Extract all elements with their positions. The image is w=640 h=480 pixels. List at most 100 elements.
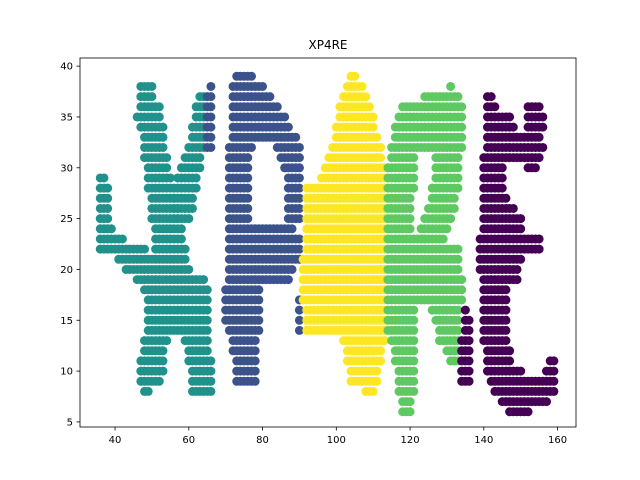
data-point [162,153,172,163]
data-point [446,214,456,224]
data-point [457,285,467,295]
data-point [446,81,456,91]
data-point [530,163,540,173]
data-point [140,244,150,254]
data-point [368,386,378,396]
data-point [368,122,378,132]
data-point [438,234,448,244]
data-point [243,214,253,224]
data-point [457,122,467,132]
data-point [453,305,463,315]
data-point [191,183,201,193]
data-point [294,234,304,244]
axes: 40 60 80 100 120 140 160 5 10 15 20 25 30 35 40 [60,57,577,446]
data-point [158,122,168,132]
data-point [372,366,382,376]
data-point [283,122,293,132]
data-point [453,254,463,264]
data-point [187,203,197,213]
data-point [464,336,474,346]
data-point [486,92,496,102]
data-point [184,264,194,274]
data-point [246,142,256,152]
data-point [243,193,253,203]
data-point [372,376,382,386]
data-point [508,203,518,213]
series-4 [457,92,559,417]
data-point [243,183,253,193]
data-point [542,397,551,407]
data-point [368,112,378,122]
y-tick-label: 35 [60,112,73,123]
data-point [191,173,201,183]
data-point [549,386,559,396]
data-point [250,366,260,376]
data-point [538,142,548,152]
y-tick-label: 15 [60,316,73,327]
data-point [103,183,113,193]
data-point [460,305,470,315]
data-point [206,81,216,91]
data-point [243,203,253,213]
data-point [464,356,474,366]
data-point [538,112,548,122]
data-point [254,295,264,305]
data-point [206,102,216,112]
x-tick-label: 140 [474,435,493,446]
data-point [154,102,164,112]
data-point [206,92,216,102]
data-point [534,132,544,142]
plot-frame [79,57,577,428]
data-point [258,81,268,91]
data-point [250,376,260,386]
x-tick-label: 40 [109,435,122,446]
data-point [294,244,304,254]
data-point [243,173,253,183]
data-point [250,346,260,356]
data-point [350,71,360,81]
data-point [294,183,304,193]
data-point [291,132,301,142]
data-point [206,366,216,376]
data-point [409,325,419,335]
data-point [158,142,168,152]
data-point [538,122,548,132]
data-point [501,305,511,315]
data-point [516,254,526,264]
data-point [464,376,474,386]
data-point [501,295,511,305]
data-point [143,386,153,396]
data-point [246,71,256,81]
data-point [534,102,544,112]
data-point [250,336,260,346]
data-point [202,346,212,356]
data-point [199,275,209,285]
data-point [453,173,463,183]
data-point [294,142,304,152]
data-point [453,325,463,335]
data-point [99,173,109,183]
data-point [457,275,467,285]
data-point [405,203,415,213]
data-point [379,336,389,346]
data-point [294,203,304,213]
data-point [409,305,419,315]
data-point [501,315,511,325]
data-point [376,346,386,356]
data-point [106,224,116,234]
data-point [453,264,463,274]
data-point [280,112,290,122]
data-point [180,254,190,264]
data-point [254,315,264,325]
data-point [405,407,415,417]
data-point [294,315,304,325]
data-point [195,153,205,163]
data-point [294,153,304,163]
data-point [409,173,419,183]
x-tick-label: 120 [401,435,420,446]
data-point [176,234,186,244]
data-point [206,386,216,396]
data-point [409,386,419,396]
data-point [294,214,304,224]
data-point [409,153,419,163]
